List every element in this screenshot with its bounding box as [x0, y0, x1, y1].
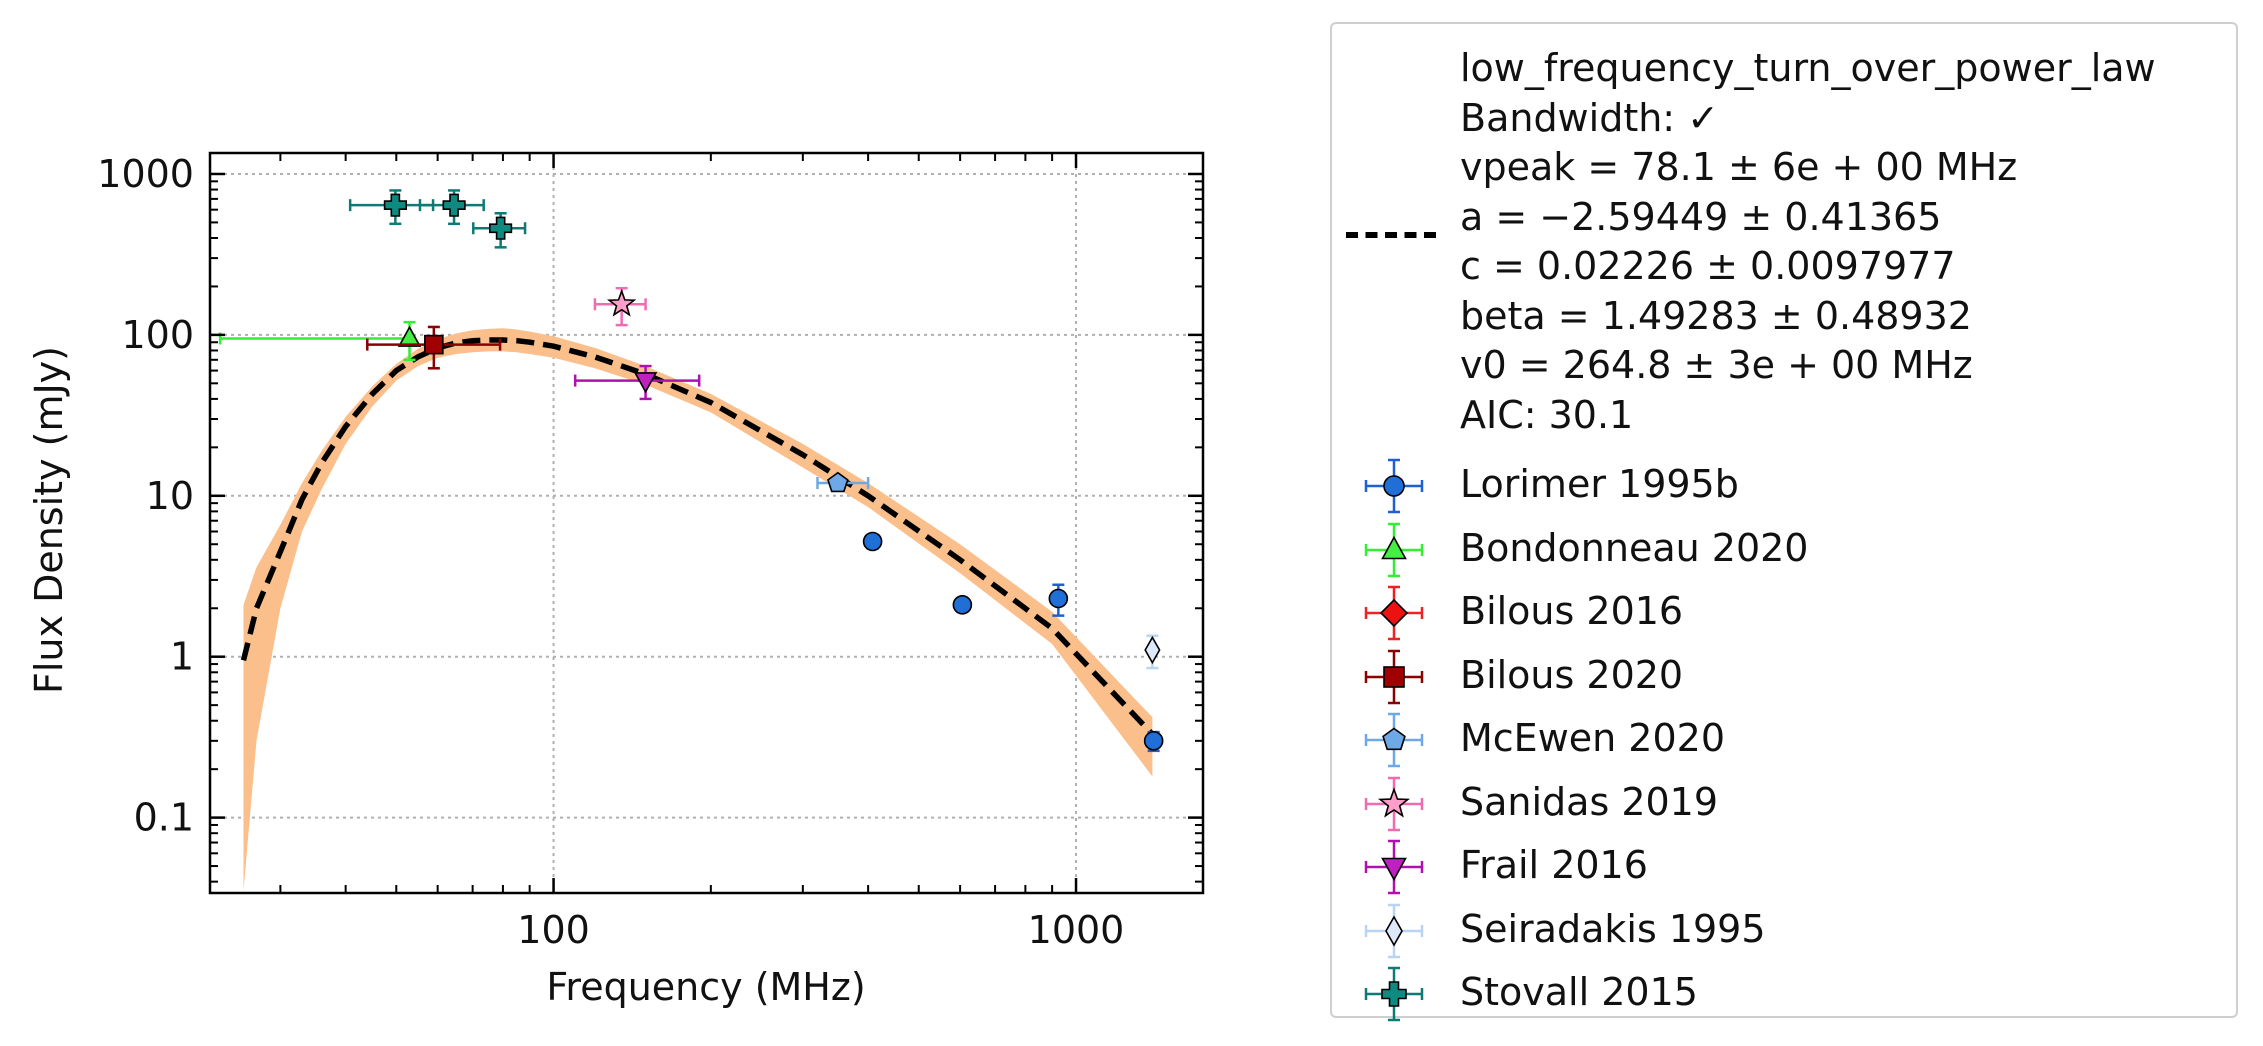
data-point: [383, 193, 408, 217]
series-frail-2016: [573, 364, 701, 401]
fit-beta: beta = 1.49283 ± 0.48932: [1460, 293, 1972, 338]
legend-label: Bilous 2016: [1460, 589, 1684, 633]
fit-vpeak: vpeak = 78.1 ± 6e + 00 MHz: [1460, 145, 2018, 189]
legend-marker: [1383, 665, 1405, 688]
data-point: [952, 595, 973, 615]
legend-fit-info: low_frequency_turn_over_power_law Bandwi…: [1460, 44, 2156, 440]
series-mcewen-2020: [816, 471, 870, 493]
legend-marker: [1383, 475, 1405, 497]
data-point: [488, 216, 513, 240]
legend-marker-icon: [1364, 776, 1424, 831]
legend-entry: Stovall 2015: [1332, 964, 2232, 1024]
fit-bandwidth: Bandwidth: ✓: [1460, 95, 1720, 140]
legend-label: Lorimer 1995b: [1460, 462, 1739, 506]
legend-entry: Frail 2016: [1332, 837, 2232, 897]
data-points: [218, 189, 1164, 753]
y-tick-label: 1: [170, 635, 194, 679]
legend-entry: Bilous 2016: [1332, 583, 2232, 643]
fit-model-name: low_frequency_turn_over_power_law: [1460, 46, 2156, 90]
fit-a: a = −2.59449 ± 0.41365: [1460, 194, 1942, 239]
plot-frame: [208, 151, 1205, 895]
fit-c: c = 0.02226 ± 0.0097977: [1460, 244, 1956, 288]
legend-label: Stovall 2015: [1460, 970, 1698, 1014]
x-axis-label: Frequency (MHz): [546, 965, 865, 1009]
data-point: [1143, 731, 1164, 751]
legend-label: McEwen 2020: [1460, 716, 1726, 760]
legend-marker-icon: [1364, 522, 1424, 577]
series-lorimer-1995b: [862, 531, 1164, 753]
data-point: [397, 325, 422, 347]
x-tick-label: 100: [517, 908, 590, 952]
legend-marker: [1381, 857, 1407, 882]
series-sanidas-2019: [593, 286, 647, 327]
legend-marker: [1379, 598, 1409, 628]
legend-entry: Bilous 2020: [1332, 647, 2232, 707]
legend-fit-swatch: [1346, 230, 1436, 238]
legend: low_frequency_turn_over_power_law Bandwi…: [1330, 22, 2238, 1022]
series-bondonneau-2020: [218, 320, 422, 362]
legend-entry: Lorimer 1995b: [1332, 456, 2232, 516]
fit-curve: [240, 337, 1155, 737]
y-tick-label: 1000: [97, 152, 194, 196]
data-point: [442, 193, 466, 217]
legend-marker-icon: [1364, 966, 1424, 1022]
legend-label: Frail 2016: [1460, 843, 1648, 887]
legend-label: Seiradakis 1995: [1460, 906, 1766, 951]
legend-marker-icon: [1364, 649, 1424, 704]
y-tick-label: 0.1: [134, 796, 194, 840]
plot-axes: 100 1000 0.1 1 10 100 1000: [97, 151, 1205, 952]
legend-label: Sanidas 2019: [1460, 779, 1719, 824]
data-point: [1144, 635, 1161, 665]
data-point: [1048, 588, 1069, 609]
fit-band-area: [243, 328, 1153, 891]
legend-marker: [1382, 727, 1406, 751]
y-tick-label: 10: [146, 474, 194, 518]
legend-marker-icon: [1364, 903, 1424, 958]
fit-v0: v0 = 264.8 ± 3e + 00 MHz: [1460, 343, 1973, 387]
series-stovall-2015: [348, 189, 527, 249]
legend-marker: [1378, 786, 1410, 818]
legend-marker-icon: [1364, 458, 1424, 514]
legend-marker-icon: [1364, 839, 1424, 895]
legend-entry: McEwen 2020: [1332, 710, 2232, 770]
fit-curve-line: [240, 337, 1155, 737]
y-axis-label: Flux Density (mJy): [27, 346, 71, 694]
series-bilous-2020: [366, 325, 502, 370]
x-tick-label: 1000: [1028, 908, 1125, 952]
data-point: [633, 372, 658, 394]
legend-marker: [1381, 981, 1407, 1007]
legend-marker: [1381, 535, 1407, 559]
data-point: [424, 334, 444, 355]
legend-label: Bondonneau 2020: [1460, 525, 1809, 570]
legend-entry: Sanidas 2019: [1332, 774, 2232, 834]
legend-marker-icon: [1364, 712, 1424, 768]
legend-entry: Bondonneau 2020: [1332, 520, 2232, 580]
y-tick-label: 100: [121, 313, 194, 357]
data-point: [862, 531, 883, 552]
data-point: [606, 288, 637, 317]
legend-marker: [1385, 914, 1403, 947]
fit-uncertainty-band: [243, 328, 1153, 891]
grid-lines: [210, 153, 1203, 893]
legend-entry: Seiradakis 1995: [1332, 901, 2232, 961]
data-point: [827, 471, 849, 493]
legend-marker-icon: [1364, 585, 1424, 641]
fit-aic: AIC: 30.1: [1460, 392, 1634, 437]
legend-label: Bilous 2020: [1460, 652, 1684, 697]
series-seiradakis-1995: [1144, 634, 1161, 670]
